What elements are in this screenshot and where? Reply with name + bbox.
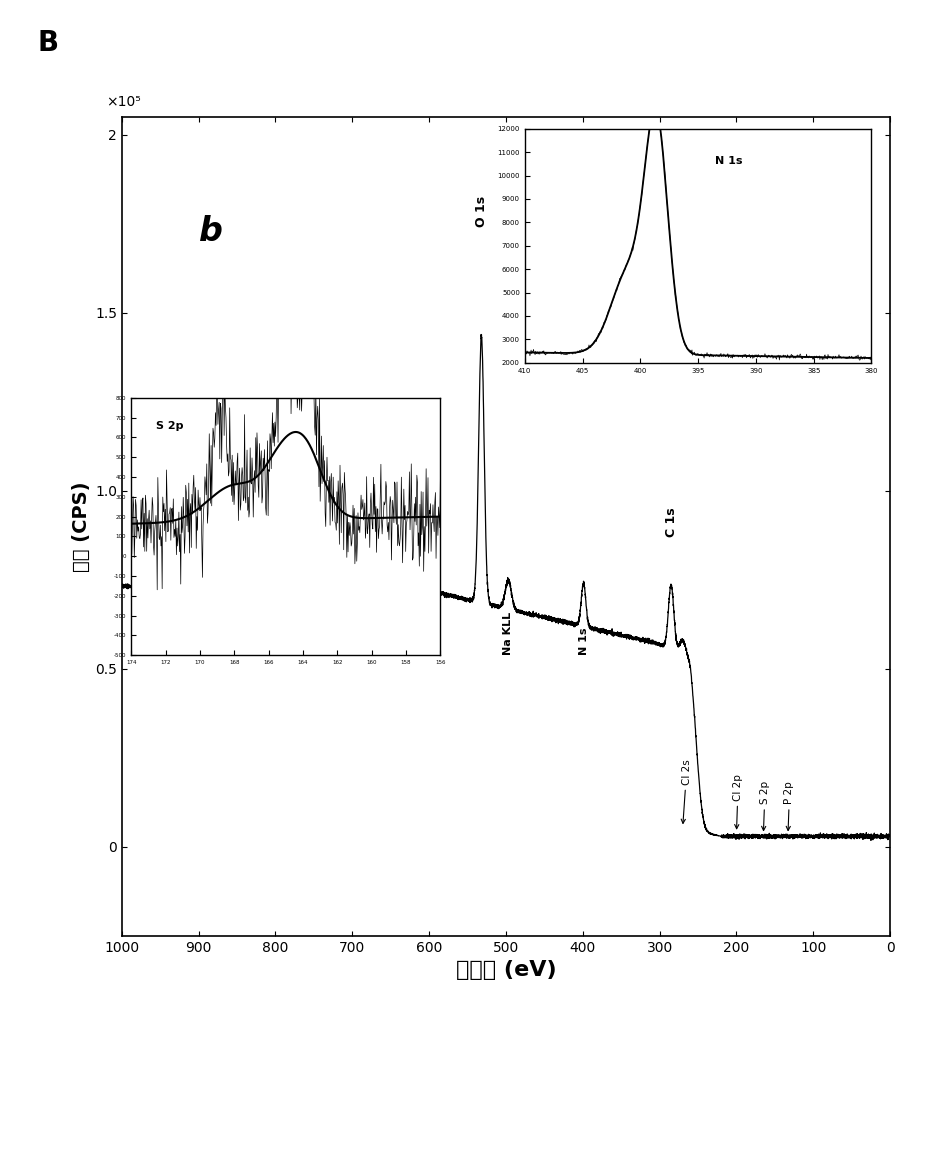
Y-axis label: 强度 (CPS): 强度 (CPS) [72, 481, 91, 572]
Text: C 1s: C 1s [664, 508, 677, 537]
Text: B: B [37, 29, 59, 57]
X-axis label: 结合能 (eV): 结合能 (eV) [455, 961, 556, 980]
Text: b: b [198, 215, 222, 248]
Text: ×10⁵: ×10⁵ [107, 95, 141, 109]
Text: N 1s: N 1s [578, 627, 588, 655]
Text: Cl 2p: Cl 2p [732, 773, 742, 828]
Text: N 1s: N 1s [715, 156, 742, 166]
Text: S 2p: S 2p [155, 421, 183, 431]
Text: S 2p: S 2p [759, 782, 769, 831]
Text: O 1s: O 1s [475, 197, 488, 227]
Text: Cl 2s: Cl 2s [680, 759, 691, 824]
Text: P 2p: P 2p [783, 782, 794, 831]
Text: Na KLL: Na KLL [503, 612, 513, 655]
